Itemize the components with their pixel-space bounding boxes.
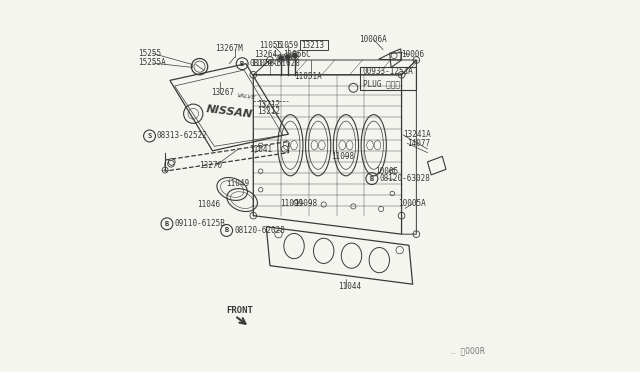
Circle shape <box>278 55 284 61</box>
Text: 14077: 14077 <box>408 139 431 148</box>
Text: 11056C: 11056C <box>252 59 279 68</box>
Text: B: B <box>370 176 374 182</box>
Text: 11046: 11046 <box>197 200 220 209</box>
Text: 11099: 11099 <box>280 199 303 208</box>
Text: 13267: 13267 <box>211 88 234 97</box>
Text: 11044: 11044 <box>338 282 361 291</box>
Text: 13267M: 13267M <box>216 44 243 53</box>
Text: S: S <box>147 133 152 139</box>
Text: 13270: 13270 <box>200 161 223 170</box>
Text: B: B <box>240 61 244 67</box>
Text: 11059: 11059 <box>275 41 298 50</box>
Text: 10005A: 10005A <box>398 199 426 208</box>
Text: 08120-63028: 08120-63028 <box>380 174 430 183</box>
Text: 13213: 13213 <box>301 41 324 51</box>
Text: 11098: 11098 <box>331 152 355 161</box>
Text: 13212: 13212 <box>257 100 280 109</box>
Text: 11051A: 11051A <box>294 72 322 81</box>
Text: 13241A: 13241A <box>403 130 431 140</box>
Text: 15255: 15255 <box>138 49 161 58</box>
Text: PLUG プラグ: PLUG プラグ <box>363 79 399 88</box>
Text: 11098: 11098 <box>294 199 317 208</box>
Text: B: B <box>225 227 228 234</box>
Text: 10006: 10006 <box>401 50 424 59</box>
Text: 11056: 11056 <box>259 41 282 51</box>
Text: 08120-62028: 08120-62028 <box>234 226 285 235</box>
Text: NISSAN: NISSAN <box>205 104 253 120</box>
Text: 15255A: 15255A <box>138 58 166 67</box>
Text: 11041: 11041 <box>250 145 273 154</box>
Text: 13212: 13212 <box>257 108 280 116</box>
Text: 08120-61628: 08120-61628 <box>250 59 300 68</box>
Text: 08313-62522: 08313-62522 <box>157 131 208 141</box>
Circle shape <box>292 53 298 58</box>
Text: 13264: 13264 <box>255 49 278 58</box>
Text: FRONT: FRONT <box>227 306 253 315</box>
Text: B: B <box>165 221 169 227</box>
Text: 09110-6125B: 09110-6125B <box>174 219 225 228</box>
Text: 11056C: 11056C <box>283 50 310 59</box>
Text: i1049: i1049 <box>227 179 250 187</box>
Text: 10005: 10005 <box>375 167 398 176</box>
Text: ..  〈000R: .. 〈000R <box>451 347 485 356</box>
Circle shape <box>285 54 291 60</box>
Text: 10006A: 10006A <box>359 35 387 44</box>
Text: VALVE: VALVE <box>236 93 256 101</box>
Text: 00933-1251A: 00933-1251A <box>363 67 413 76</box>
